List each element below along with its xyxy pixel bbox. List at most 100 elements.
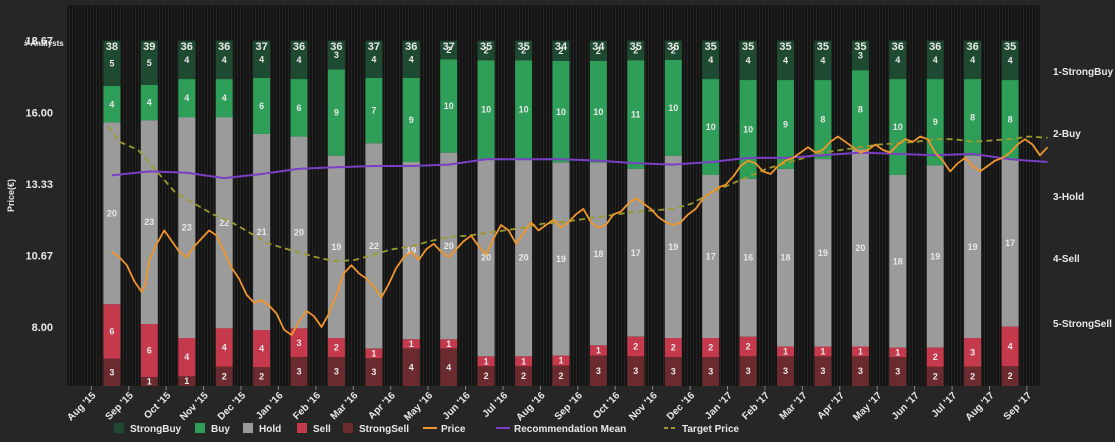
bar-value-label: 20	[855, 243, 865, 253]
bar-sell-11	[515, 356, 533, 367]
bar-strongsell-2	[178, 376, 196, 386]
legend-label: StrongBuy	[130, 424, 182, 435]
x-tick-label: Dec '16	[665, 390, 698, 423]
bar-value-label: 4	[222, 55, 227, 65]
bar-value-label: 17	[631, 248, 641, 258]
bar-buy-16	[702, 79, 720, 175]
bar-value-label: 6	[147, 346, 152, 356]
bar-value-label: 4	[259, 344, 264, 354]
bar-strongsell-14	[627, 356, 645, 386]
bar-value-label: 2	[334, 343, 339, 353]
bar-value-label: 1	[596, 346, 601, 356]
bar-value-label: 4	[1008, 342, 1013, 352]
bar-value-label: 1	[409, 339, 414, 349]
bar-value-label: 8	[1008, 115, 1013, 125]
analyst-count-label: 36	[929, 41, 941, 53]
analyst-count-label: 36	[181, 41, 193, 53]
bar-buy-19	[814, 80, 832, 159]
bar-hold-21	[889, 175, 907, 348]
legend-swatch	[297, 423, 307, 433]
bar-value-label: 2	[970, 371, 975, 381]
bar-strongsell-7	[365, 358, 383, 386]
bar-hold-5	[290, 136, 308, 329]
bar-sell-16	[702, 338, 720, 358]
analyst-count-label: 36	[405, 41, 417, 53]
bar-hold-18	[777, 168, 794, 347]
x-tick-label: Jul '16	[481, 390, 511, 420]
analyst-count-label: 35	[779, 41, 791, 53]
bar-strongbuy-0	[103, 40, 121, 87]
analyst-count-label: 35	[480, 41, 492, 53]
bar-value-label: 2	[521, 46, 526, 56]
bar-value-label: 1	[184, 376, 189, 386]
bar-hold-9	[440, 152, 458, 340]
bar-hold-15	[664, 155, 682, 338]
analyst-count-label: 35	[817, 41, 829, 53]
bar-value-label: 9	[933, 117, 938, 127]
bar-strongsell-15	[664, 357, 682, 386]
bar-value-label: 10	[556, 107, 566, 117]
right-axis-label: 5-StrongSell	[1053, 319, 1112, 330]
bar-strongbuy-10	[477, 40, 495, 61]
bar-buy-8	[402, 78, 420, 162]
x-tick-label: Feb '17	[740, 390, 772, 422]
bar-sell-15	[664, 338, 682, 358]
x-tick-label: May '17	[851, 390, 884, 423]
bar-value-label: 3	[596, 366, 601, 376]
bar-strongbuy-17	[739, 40, 757, 81]
bar-sell-5	[290, 328, 308, 358]
bar-value-label: 20	[294, 228, 304, 238]
bar-buy-23	[964, 79, 982, 156]
legend-label: Buy	[211, 424, 230, 435]
bar-value-label: 17	[1005, 238, 1015, 248]
bar-buy-20	[851, 70, 869, 150]
bar-value-label: 2	[671, 343, 676, 353]
bar-sell-24	[1001, 326, 1019, 367]
bar-value-label: 18	[593, 249, 603, 259]
bar-buy-0	[103, 86, 121, 123]
bar-value-label: 2	[222, 371, 227, 381]
bar-value-label: 3	[895, 367, 900, 377]
bar-value-label: 3	[820, 366, 825, 376]
bar-value-label: 4	[783, 55, 788, 65]
x-tick-label: Mar '17	[778, 390, 810, 422]
bar-sell-12	[552, 355, 570, 366]
bar-value-label: 20	[444, 241, 454, 251]
analyst-count-label: 36	[293, 41, 305, 53]
analyst-count-label: 37	[368, 41, 380, 53]
bar-sell-21	[889, 347, 907, 358]
bar-value-label: 21	[257, 227, 267, 237]
bar-value-label: 10	[668, 103, 678, 113]
bar-value-label: 18	[893, 256, 903, 266]
bar-value-label: 4	[1008, 55, 1013, 65]
bar-sell-4	[253, 330, 271, 368]
bar-value-label: 2	[933, 352, 938, 362]
bar-strongbuy-2	[178, 40, 196, 80]
price-line	[111, 135, 1049, 336]
bar-value-label: 4	[296, 55, 301, 65]
bar-strongbuy-5	[290, 40, 308, 80]
bar-value-label: 4	[746, 55, 751, 65]
legend-swatch	[243, 423, 253, 433]
bar-strongbuy-23	[964, 40, 982, 80]
y-tick-label: 16.00	[25, 107, 53, 119]
bar-value-label: 2	[708, 343, 713, 353]
bar-hold-4	[253, 134, 271, 330]
bar-value-label: 3	[296, 338, 301, 348]
bar-value-label: 3	[109, 367, 114, 377]
bar-value-label: 3	[858, 366, 863, 376]
bar-strongsell-24	[1001, 366, 1019, 386]
bar-sell-10	[477, 356, 495, 367]
x-tick-label: Jan '16	[254, 390, 286, 422]
bar-value-label: 19	[818, 248, 828, 258]
analyst-count-label: 37	[255, 41, 267, 53]
bar-value-label: 9	[334, 108, 339, 118]
legend-label: StrongSell	[359, 424, 409, 435]
bar-value-label: 5	[109, 58, 114, 68]
bar-strongbuy-3	[215, 40, 233, 80]
bar-value-label: 2	[521, 371, 526, 381]
bar-sell-18	[777, 346, 794, 357]
x-tick-label: Sep '16	[553, 390, 586, 423]
bar-strongsell-20	[851, 356, 869, 386]
